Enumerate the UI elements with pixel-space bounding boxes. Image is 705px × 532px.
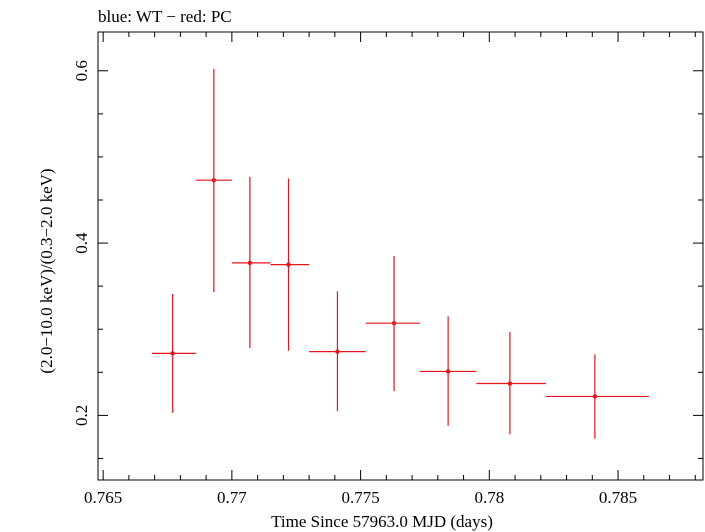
data-point bbox=[507, 381, 513, 386]
data-point bbox=[445, 369, 451, 374]
y-tick-label: 0.4 bbox=[72, 232, 91, 254]
data-series bbox=[152, 69, 649, 439]
x-tick-label: 0.78 bbox=[474, 488, 504, 507]
chart-title: blue: WT − red: PC bbox=[98, 7, 232, 26]
data-point bbox=[170, 351, 175, 356]
data-point bbox=[286, 262, 291, 267]
x-tick-label: 0.765 bbox=[84, 488, 122, 507]
data-point bbox=[592, 394, 598, 399]
y-axis-label: (2.0−10.0 keV)/(0.3−2.0 keV) bbox=[37, 168, 56, 373]
data-point bbox=[247, 260, 253, 266]
data-point bbox=[335, 349, 340, 354]
y-tick-label: 0.2 bbox=[72, 405, 91, 426]
x-axis: 0.765 0.77 0.775 0.78 0.785 bbox=[84, 32, 696, 507]
x-tick-label: 0.785 bbox=[599, 488, 637, 507]
data-point bbox=[211, 177, 217, 183]
x-tick-label: 0.775 bbox=[341, 488, 379, 507]
y-tick-label: 0.6 bbox=[72, 60, 91, 81]
plot-frame bbox=[97, 31, 704, 481]
data-point bbox=[391, 321, 397, 326]
x-axis-label: Time Since 57963.0 MJD (days) bbox=[271, 512, 493, 531]
y-axis: 0.2 0.4 0.6 bbox=[72, 60, 703, 459]
x-tick-label: 0.77 bbox=[217, 488, 247, 507]
